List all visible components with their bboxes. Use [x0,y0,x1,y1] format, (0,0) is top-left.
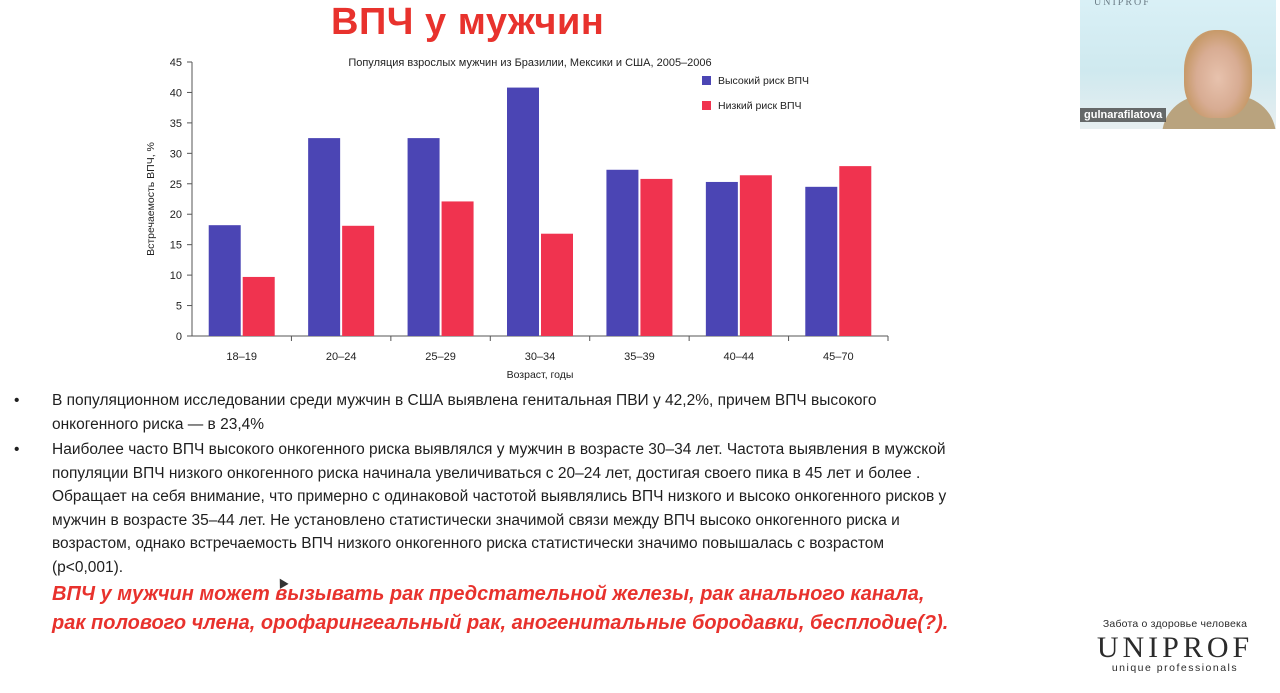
bullet-marker: • [14,392,20,409]
bar-high-risk [208,225,241,336]
bullet-list: • В популяционном исследовании среди муж… [14,389,954,581]
x-tick-label: 40–44 [724,351,755,363]
bullet-item: • Наиболее часто ВПЧ высокого онкогенног… [14,438,954,579]
bar-low-risk [839,166,872,336]
y-tick-label: 25 [170,179,182,191]
x-tick-label: 25–29 [425,351,456,363]
bullet-item: • В популяционном исследовании среди муж… [14,389,954,436]
legend-label: Высокий риск ВПЧ [718,75,809,87]
conclusion-text: ВПЧ у мужчин может вызывать рак предстат… [52,583,949,634]
bar-low-risk [242,276,275,336]
y-tick-label: 5 [176,301,182,313]
legend-label: Низкий риск ВПЧ [718,100,802,112]
y-tick-label: 30 [170,148,182,160]
y-tick-label: 45 [170,57,182,69]
y-tick-label: 20 [170,209,182,221]
y-axis-label: Встречаемость ВПЧ, % [145,142,157,256]
bar-high-risk [606,169,639,336]
brand-tagline: Забота о здоровье человека [1102,618,1248,630]
y-tick-label: 10 [170,270,182,282]
x-tick-label: 20–24 [326,351,357,363]
bar-high-risk [308,138,341,336]
brand-subtitle: unique professionals [1111,662,1239,674]
x-tick-label: 45–70 [823,351,854,363]
x-axis-label: Возраст, годы [507,369,574,381]
bar-low-risk [342,225,375,336]
bar-low-risk [441,201,474,336]
y-tick-label: 40 [170,87,182,99]
participant-avatar [1184,30,1252,118]
y-tick-label: 0 [176,331,182,343]
tile-background-logo: UNIPROF [1094,0,1151,8]
participant-video-tile[interactable]: UNIPROF gulnarafilatova [1080,0,1276,129]
bar-high-risk [805,186,838,336]
brand-block: Забота о здоровье человека UNIPROF uniqu… [1085,618,1265,674]
bullet-text-1: В популяционном исследовании среди мужчи… [52,392,877,433]
bar-high-risk [407,138,440,336]
bar-low-risk [640,178,673,336]
x-tick-label: 18–19 [226,351,257,363]
brand-logo: UNIPROF [1096,631,1254,664]
bullet-text-2: Наиболее часто ВПЧ высокого онкогенного … [52,441,947,576]
legend-swatch [702,76,711,85]
bullet-marker: • [14,441,20,458]
x-tick-label: 35–39 [624,351,655,363]
bar-low-risk [739,175,772,336]
bar-high-risk [705,181,738,336]
bar-low-risk [541,233,573,336]
y-tick-label: 15 [170,240,182,252]
participant-name-label: gulnarafilatova [1080,108,1167,122]
legend-swatch [702,101,711,110]
chart-title: Популяция взрослых мужчин из Бразилии, М… [348,57,711,69]
slide-title: ВПЧ у мужчин [331,1,605,43]
x-tick-label: 30–34 [525,351,556,363]
y-tick-label: 35 [170,118,182,130]
bar-high-risk [507,87,539,336]
hpv-bar-chart: Популяция взрослых мужчин из Бразилии, М… [145,57,889,381]
